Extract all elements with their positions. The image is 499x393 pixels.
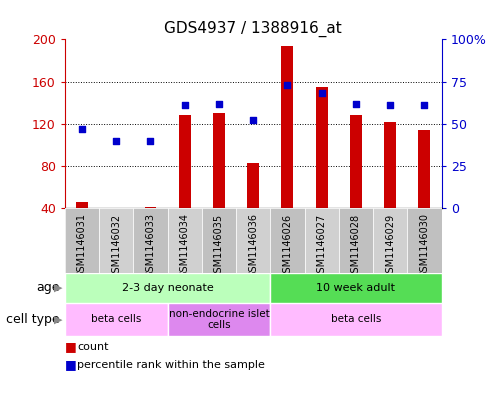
Point: [215, 100, 223, 107]
Bar: [65, 208, 99, 273]
Text: GSM1146036: GSM1146036: [248, 213, 258, 279]
Text: beta cells: beta cells: [331, 314, 381, 324]
Bar: [168, 208, 202, 273]
Bar: [133, 208, 168, 273]
Bar: [76, 202, 88, 208]
Point: [283, 82, 291, 88]
Bar: [99, 208, 133, 273]
Text: percentile rank within the sample: percentile rank within the sample: [77, 360, 265, 369]
Text: 10 week adult: 10 week adult: [316, 283, 396, 293]
Text: age: age: [36, 281, 60, 294]
Text: GSM1146028: GSM1146028: [351, 213, 361, 279]
Text: ■: ■: [65, 340, 77, 353]
Point: [249, 117, 257, 123]
Bar: [304, 208, 339, 273]
Bar: [270, 273, 442, 303]
Bar: [373, 208, 407, 273]
Text: GSM1146035: GSM1146035: [214, 213, 224, 279]
Text: count: count: [77, 342, 109, 352]
Bar: [213, 113, 225, 208]
Point: [386, 102, 394, 108]
Bar: [247, 163, 259, 208]
Point: [421, 102, 429, 108]
Text: ■: ■: [65, 358, 77, 371]
Bar: [168, 303, 270, 336]
Point: [352, 100, 360, 107]
Text: non-endocrine islet
cells: non-endocrine islet cells: [169, 309, 269, 330]
Bar: [419, 130, 431, 208]
Point: [318, 90, 326, 97]
Bar: [65, 273, 270, 303]
Title: GDS4937 / 1388916_at: GDS4937 / 1388916_at: [164, 20, 342, 37]
Text: ▶: ▶: [54, 314, 62, 324]
Text: 2-3 day neonate: 2-3 day neonate: [122, 283, 214, 293]
Text: GSM1146033: GSM1146033: [146, 213, 156, 279]
Text: GSM1146034: GSM1146034: [180, 213, 190, 279]
Bar: [65, 303, 168, 336]
Text: GSM1146030: GSM1146030: [420, 213, 430, 279]
Bar: [270, 303, 442, 336]
Bar: [145, 207, 157, 208]
Bar: [202, 208, 236, 273]
Point: [147, 138, 155, 144]
Bar: [407, 208, 442, 273]
Point: [112, 138, 120, 144]
Point: [78, 126, 86, 132]
Point: [181, 102, 189, 108]
Text: GSM1146032: GSM1146032: [111, 213, 121, 279]
Bar: [281, 46, 293, 208]
Bar: [339, 208, 373, 273]
Text: GSM1146031: GSM1146031: [77, 213, 87, 279]
Text: ▶: ▶: [54, 283, 62, 293]
Bar: [316, 87, 328, 208]
Text: GSM1146029: GSM1146029: [385, 213, 395, 279]
Bar: [236, 208, 270, 273]
Text: GSM1146026: GSM1146026: [282, 213, 292, 279]
Bar: [179, 116, 191, 208]
Text: cell type: cell type: [6, 313, 60, 326]
Bar: [270, 208, 304, 273]
Bar: [350, 116, 362, 208]
Text: GSM1146027: GSM1146027: [317, 213, 327, 279]
Text: beta cells: beta cells: [91, 314, 141, 324]
Bar: [384, 122, 396, 208]
